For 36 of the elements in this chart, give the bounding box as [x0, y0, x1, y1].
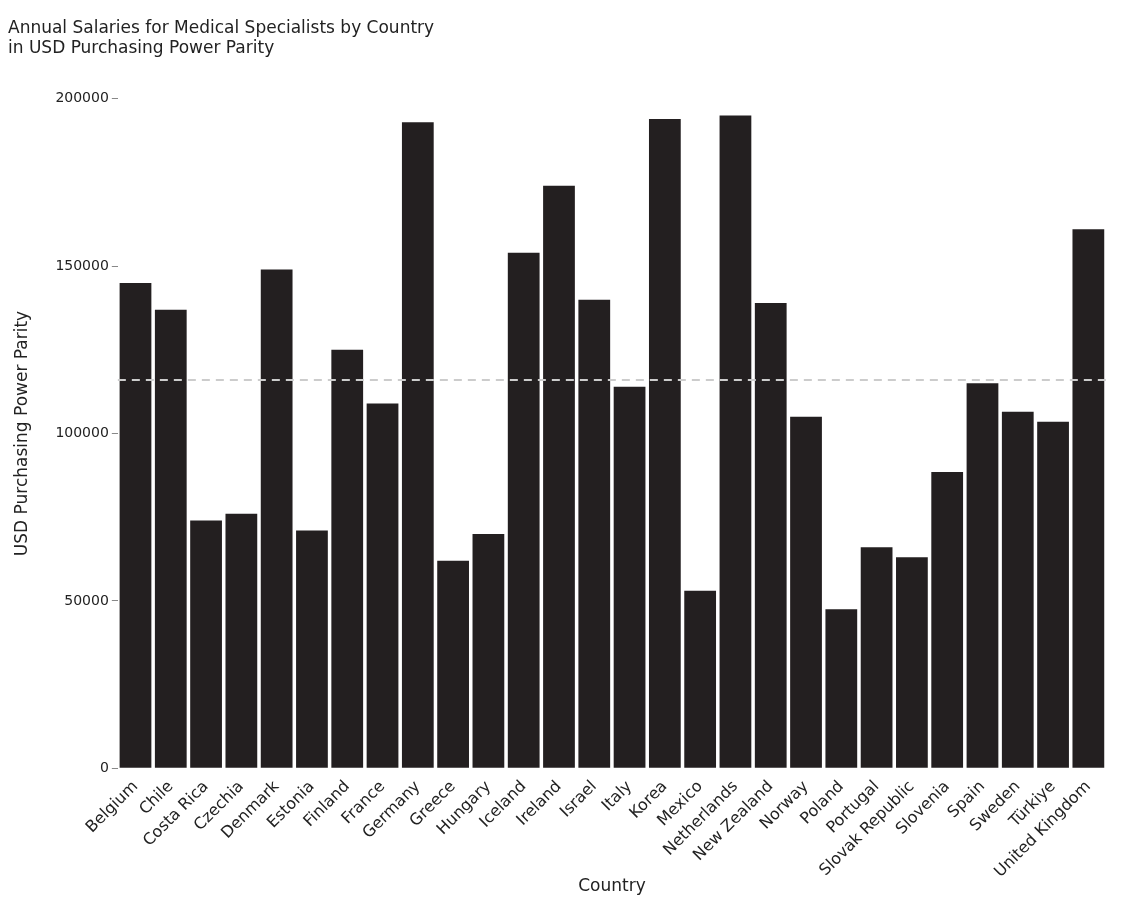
bar: [543, 185, 575, 768]
bar: [613, 386, 646, 768]
bar: [1001, 411, 1034, 768]
bar: [154, 309, 187, 768]
y-axis-title: USD Purchasing Power Parity: [10, 310, 31, 557]
y-tick-label: 150000: [55, 256, 109, 273]
chart-title: Annual Salaries for Medical Specialists by Country in USD Purchasing Power Parity: [8, 16, 435, 58]
bar: [296, 530, 328, 768]
bar: [719, 115, 752, 768]
x-axis-title: Country: [578, 875, 646, 896]
bar: [931, 472, 964, 768]
bar: [119, 282, 152, 768]
bar: [437, 560, 469, 768]
bar: [331, 349, 364, 768]
bar: [260, 269, 293, 768]
y-tick-label: 0: [99, 758, 109, 775]
bar: [1072, 229, 1105, 768]
bar: [472, 533, 505, 768]
y-tick-label: 100000: [55, 424, 109, 441]
bar: [1037, 421, 1069, 768]
bar: [860, 547, 893, 768]
bar: [790, 416, 822, 768]
bar: [401, 122, 434, 768]
y-tick-label: 50000: [64, 591, 109, 608]
bar: [366, 403, 399, 768]
bar: [966, 383, 999, 768]
bar: [825, 609, 858, 768]
bar: [507, 252, 540, 768]
bar: [225, 513, 258, 768]
bar: [648, 118, 681, 768]
bar: [754, 302, 787, 768]
bar: [896, 557, 928, 768]
bar: [578, 299, 611, 768]
bar: [190, 520, 222, 768]
bar: [684, 590, 717, 768]
y-tick-label: 200000: [55, 89, 109, 106]
